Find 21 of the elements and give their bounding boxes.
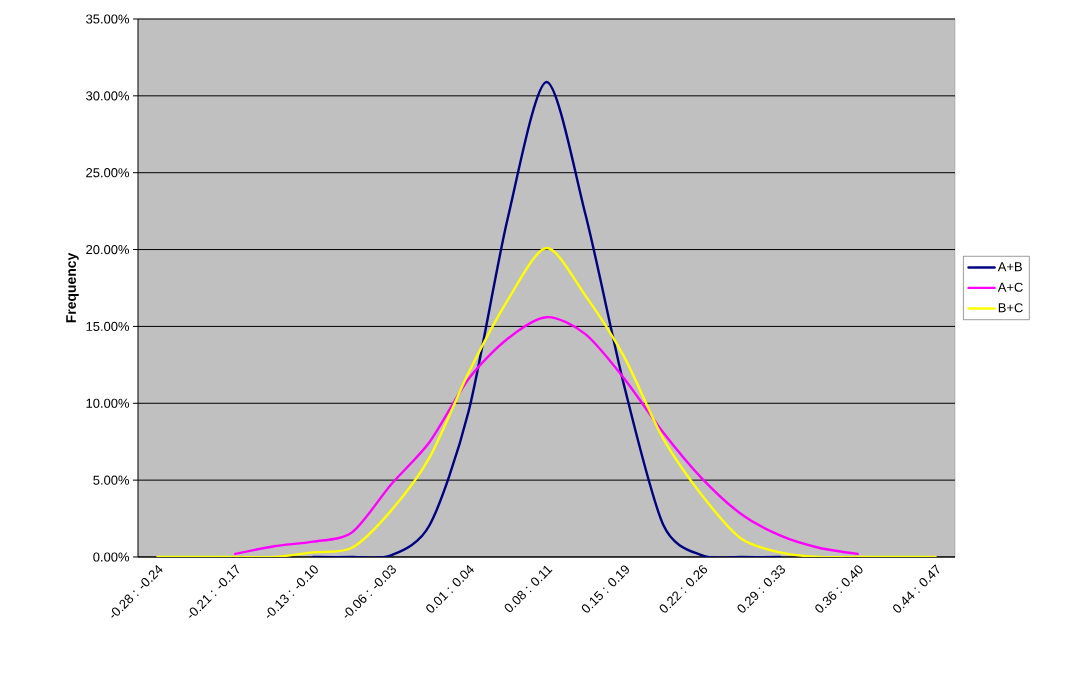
y-tick-label: 35.00% — [86, 14, 130, 24]
y-tick-label: 10.00% — [86, 398, 130, 408]
y-tick-label: 25.00% — [86, 168, 130, 178]
x-tick-label: 0.15 : 0.19 — [581, 565, 629, 613]
line-series — [311, 80, 782, 557]
line-series — [156, 246, 937, 557]
y-tick-label: 0.00% — [93, 552, 130, 562]
x-tick-label: 0.08 : 0.11 — [504, 565, 553, 612]
x-tick-label: 0.29 : 0.33 — [737, 565, 785, 613]
y-axis-title: Frequency — [66, 252, 79, 323]
y-tick-label: 30.00% — [86, 91, 130, 101]
y-tick-label: 20.00% — [86, 244, 130, 255]
line-series — [234, 315, 859, 556]
x-tick-label: 0.36 : 0.40 — [815, 565, 863, 613]
x-tick-label: 0.22 : 0.26 — [659, 565, 708, 613]
legend-label: A+B — [997, 262, 1022, 272]
legend-label: A+C — [997, 282, 1023, 292]
x-tick-label: 0.01 : 0.04 — [426, 564, 474, 613]
y-tick-label: 5.00% — [93, 475, 130, 485]
y-tick-label: 15.00% — [86, 321, 130, 331]
legend-label: B+C — [998, 303, 1023, 313]
